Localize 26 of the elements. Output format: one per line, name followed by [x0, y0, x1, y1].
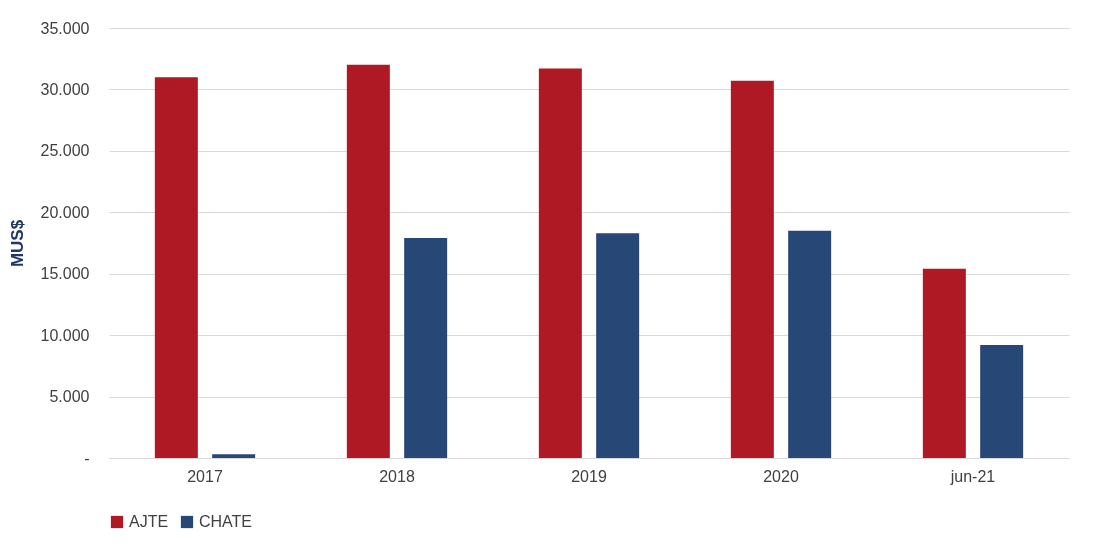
bar — [980, 344, 1024, 458]
y-tick-label: 10.000 — [40, 326, 90, 344]
y-tick-label: 25.000 — [40, 142, 90, 160]
y-tick-label: 5.000 — [49, 388, 90, 406]
legend-label: AJTE — [129, 513, 169, 530]
y-tick-label: 20.000 — [40, 203, 90, 221]
bar — [538, 68, 582, 458]
x-tick-label: 2017 — [187, 467, 223, 485]
bar — [788, 230, 832, 458]
bar — [596, 233, 640, 458]
legend-label: CHATE — [199, 513, 253, 530]
y-tick-label: 30.000 — [40, 80, 90, 98]
y-axis-title: MUS$ — [7, 219, 27, 268]
bar — [404, 238, 448, 458]
x-tick-label: 2018 — [379, 467, 415, 485]
bar — [212, 454, 256, 458]
bar — [154, 77, 198, 458]
bar — [346, 64, 390, 458]
x-tick-label: jun-21 — [949, 467, 996, 485]
y-tick-label: 35.000 — [40, 19, 90, 37]
x-tick-label: 2019 — [571, 467, 607, 485]
y-tick-label: - — [84, 449, 90, 467]
bar — [922, 268, 966, 458]
bar — [730, 80, 774, 458]
x-tick-label: 2020 — [763, 467, 799, 485]
y-tick-label: 15.000 — [40, 265, 90, 283]
